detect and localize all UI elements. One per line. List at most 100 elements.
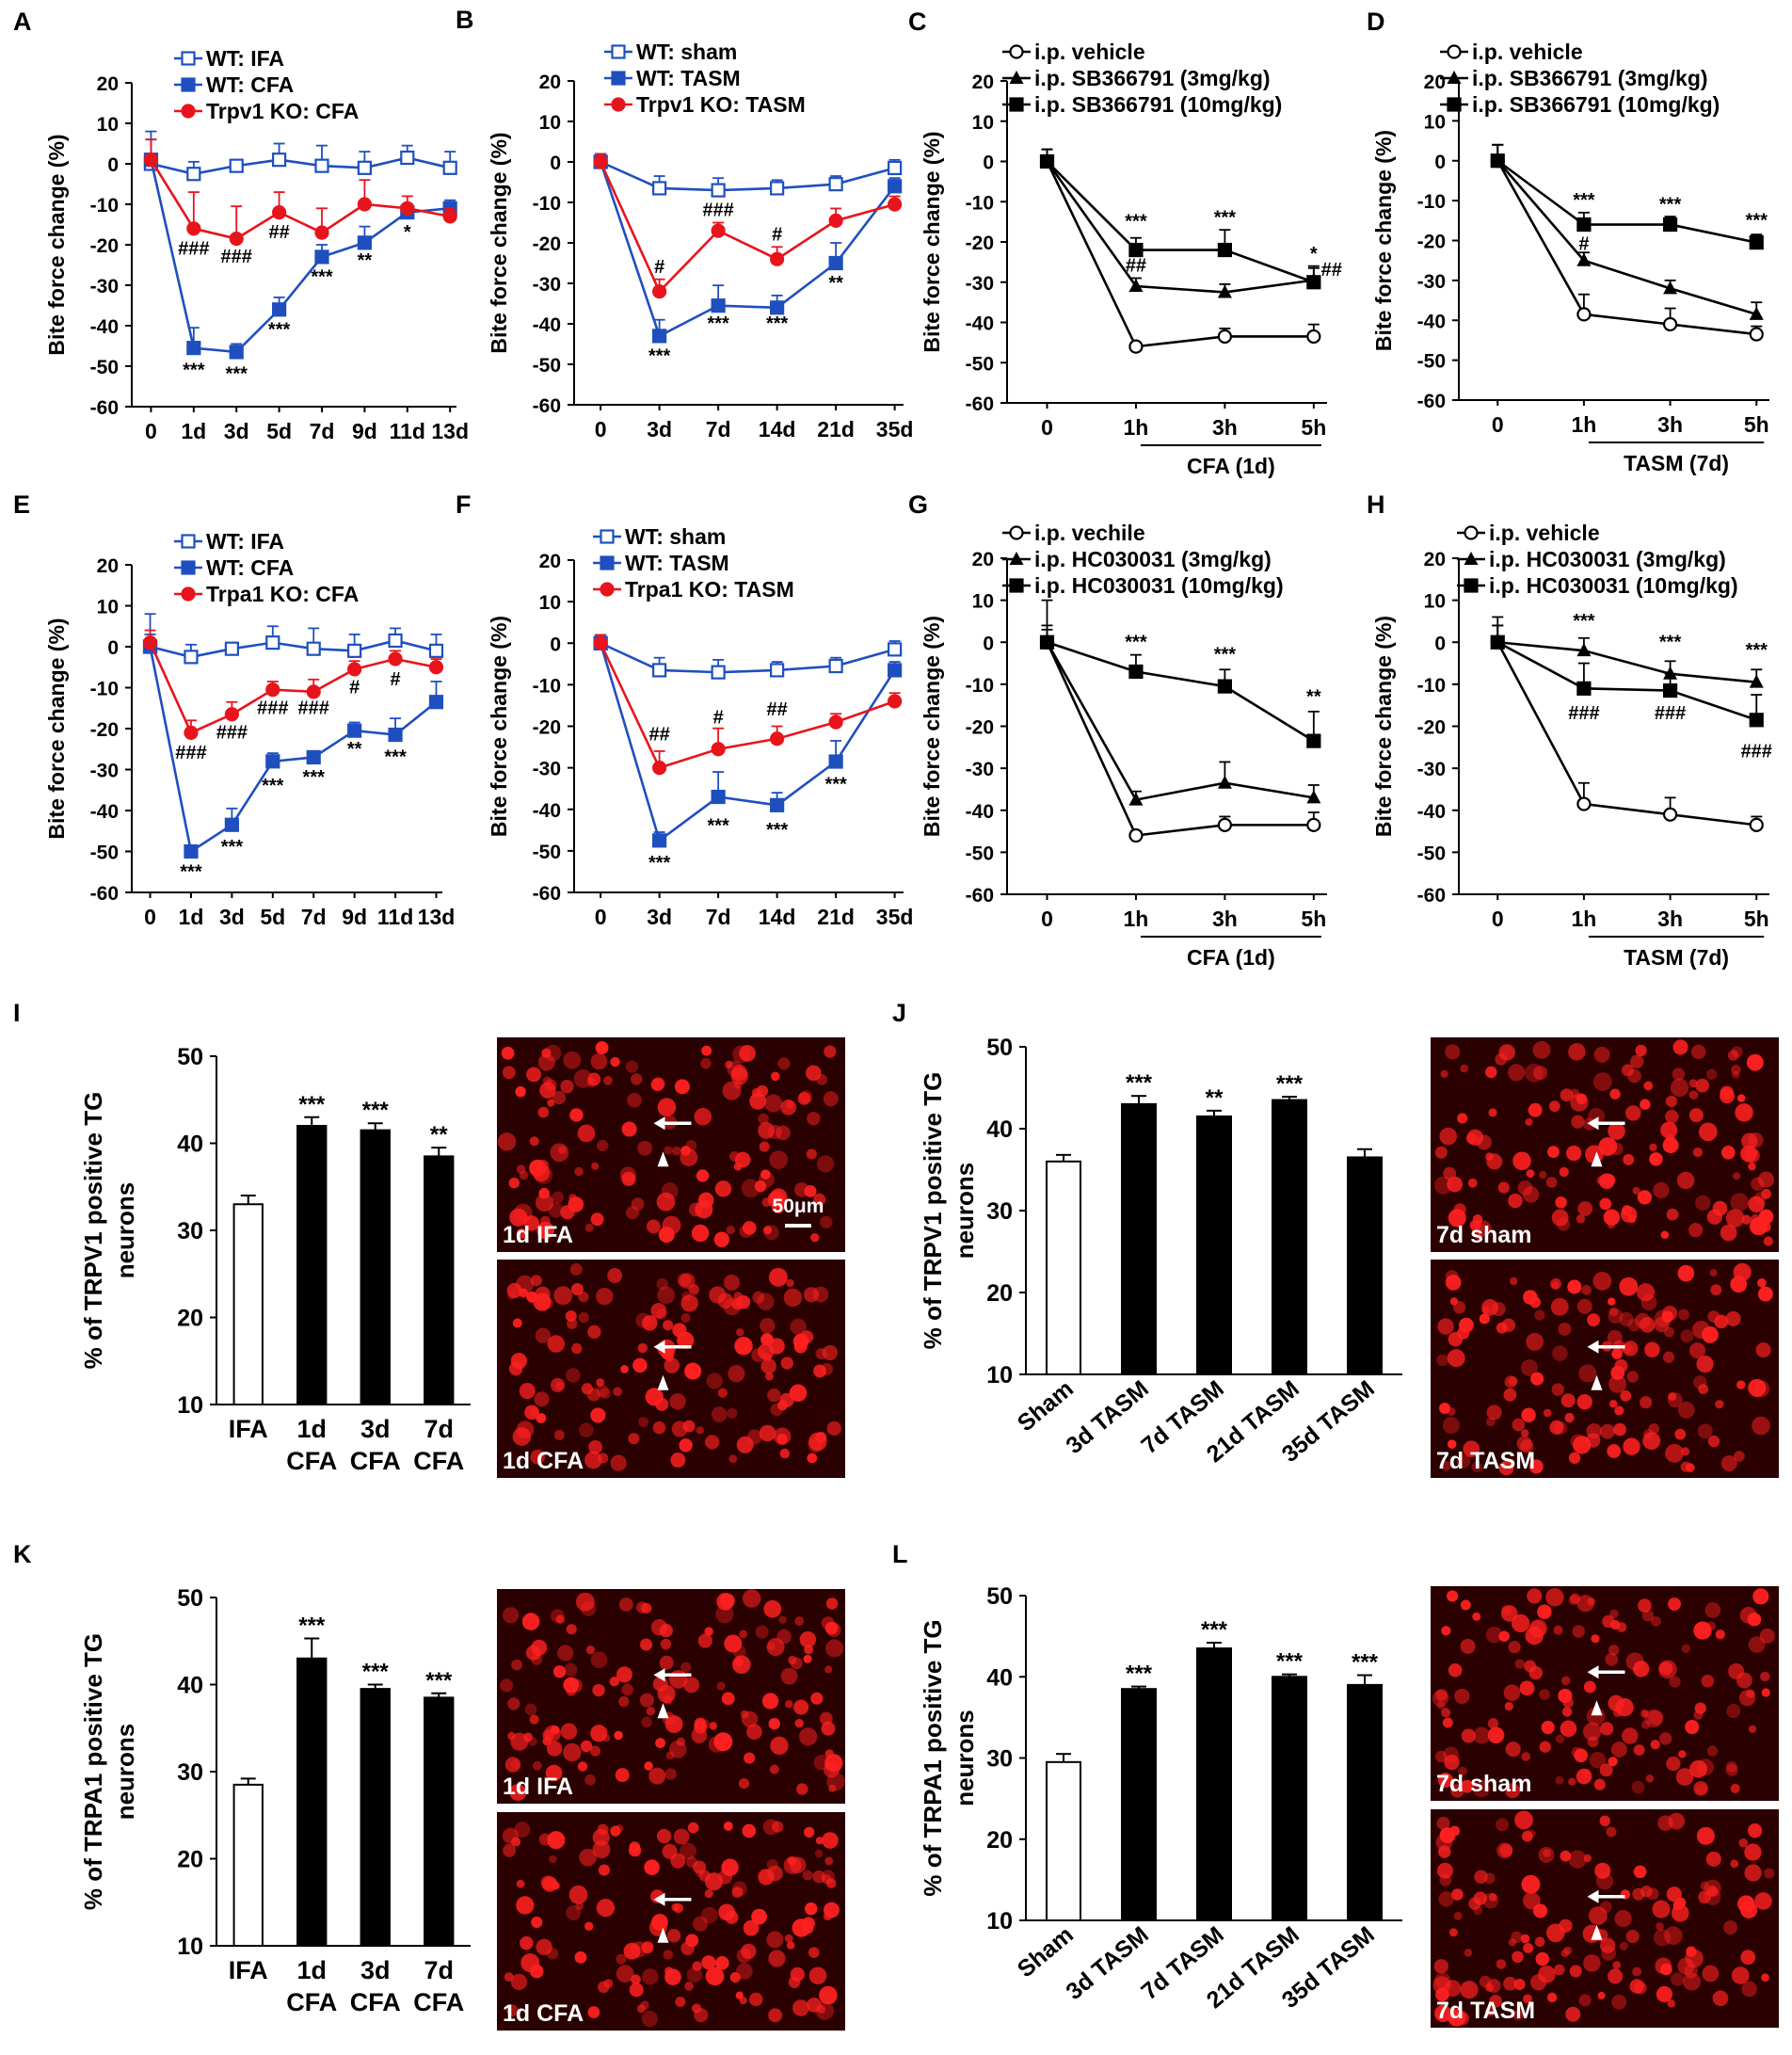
x-tick-label: 35d xyxy=(876,905,914,929)
significance-label: *** xyxy=(824,774,847,795)
data-point xyxy=(828,658,843,674)
neuron-cell xyxy=(564,1662,578,1677)
neuron-cell xyxy=(808,1432,827,1452)
panel-E: E 20 10 0 -10 -20 -30 -40 -50 -60 0 1d 3d 5d 7d 9d 11d 13… xyxy=(13,490,455,929)
legend-label: WT: sham xyxy=(636,40,737,64)
neuron-cell xyxy=(1695,1783,1707,1795)
neuron-cell xyxy=(821,1721,836,1736)
neuron-cell xyxy=(766,1637,785,1657)
neuron-cell xyxy=(591,1162,600,1170)
neuron-cell xyxy=(1750,1213,1761,1225)
y-tick-label: -40 xyxy=(966,801,994,823)
y-tick-label: -40 xyxy=(90,316,119,338)
data-point xyxy=(306,684,321,699)
significance-label: ### xyxy=(1568,703,1599,724)
neuron-cell xyxy=(693,1916,709,1932)
neuron-cell xyxy=(680,1146,691,1156)
neuron-cell xyxy=(1643,1081,1654,1091)
legend-label: i.p. vechile xyxy=(1034,521,1145,545)
neuron-cell xyxy=(1521,1752,1531,1761)
neuron-cell xyxy=(1560,1393,1576,1408)
neuron-cell xyxy=(1605,1652,1619,1666)
neuron-cell xyxy=(1568,1777,1576,1786)
neuron-cell xyxy=(1454,1688,1470,1705)
neuron-cell xyxy=(1592,1272,1612,1291)
significance-label: *** xyxy=(1125,632,1147,652)
data-point xyxy=(306,641,321,656)
neuron-cell xyxy=(1503,1684,1521,1701)
neuron-cell xyxy=(577,1124,596,1143)
neuron-cell xyxy=(1614,1405,1624,1416)
x-tick-label: 5d xyxy=(266,419,292,443)
neuron-cell xyxy=(1512,2010,1524,2021)
neuron-cell xyxy=(1706,1885,1719,1897)
data-point xyxy=(888,663,903,678)
neuron-cell xyxy=(657,1098,677,1117)
neuron-cell xyxy=(1677,1264,1695,1282)
neuron-cell xyxy=(700,1057,712,1069)
neuron-cell xyxy=(1674,1428,1687,1440)
neuron-cell xyxy=(563,1677,580,1694)
x-tick-label: 3h xyxy=(1212,415,1238,440)
neuron-cell xyxy=(735,1991,744,1999)
y-tick-label: 30 xyxy=(177,1759,203,1786)
neuron-cell xyxy=(1619,1311,1634,1327)
neuron-cell xyxy=(1505,1742,1521,1758)
significance-label: *** xyxy=(1276,1071,1304,1097)
neuron-cell xyxy=(1434,1750,1448,1763)
neuron-cell xyxy=(574,1166,584,1177)
data-point xyxy=(388,633,403,649)
data-point xyxy=(1576,307,1592,322)
neuron-cell xyxy=(1474,1870,1488,1884)
neuron-cell xyxy=(1582,1769,1591,1777)
y-tick-label: -40 xyxy=(90,801,119,823)
x-tick-label: 3h xyxy=(1657,412,1683,437)
neuron-cell xyxy=(1552,1345,1568,1361)
neuron-cell xyxy=(1576,1394,1592,1410)
neuron-cell xyxy=(728,1454,738,1464)
significance-label: ## xyxy=(649,724,670,745)
series-1 xyxy=(593,634,903,848)
neuron-cell xyxy=(1440,1069,1448,1078)
legend-marker xyxy=(1464,578,1479,593)
bar xyxy=(1347,1683,1383,1921)
neuron-cell xyxy=(603,1075,613,1085)
series-line xyxy=(1496,641,1757,722)
significance-label: ** xyxy=(347,739,362,760)
data-point xyxy=(1576,796,1592,811)
neuron-cell xyxy=(555,1382,564,1390)
neuron-cell xyxy=(1651,1615,1661,1627)
neuron-cell xyxy=(807,1112,821,1126)
neuron-cell xyxy=(1622,1064,1634,1077)
neuron-cell xyxy=(1553,1625,1563,1635)
neuron-cell xyxy=(1602,1174,1616,1187)
neuron-cell xyxy=(817,2004,826,2014)
neuron-cell xyxy=(546,1741,563,1757)
neuron-cell xyxy=(1561,1707,1573,1717)
neuron-cell xyxy=(638,1417,649,1428)
neuron-cell xyxy=(587,2006,600,2018)
neuron-cell xyxy=(1732,1070,1740,1079)
data-point xyxy=(828,255,843,271)
neuron-cell xyxy=(735,1328,744,1337)
data-point xyxy=(1662,316,1678,332)
bar xyxy=(1196,1115,1232,1375)
y-axis-label: Bite force change (%) xyxy=(487,132,511,353)
data-point xyxy=(388,651,403,666)
neuron-cell xyxy=(616,1965,634,1983)
neuron-cell xyxy=(1577,1201,1593,1216)
neuron-cell xyxy=(538,1833,552,1846)
legend-label: i.p. HC030031 (3mg/kg) xyxy=(1034,547,1272,571)
neuron-cell xyxy=(663,1320,674,1331)
data-point xyxy=(1217,775,1232,789)
neuron-cell xyxy=(742,1589,761,1608)
micrograph-label: 1d CFA xyxy=(503,1448,584,1474)
neuron-cell xyxy=(825,1597,839,1610)
group-label: TASM (7d) xyxy=(1624,945,1729,970)
neuron-cell xyxy=(529,1136,539,1147)
neuron-cell xyxy=(685,1934,699,1948)
neuron-cell xyxy=(1712,1990,1729,2007)
arrow-head-icon xyxy=(653,1116,665,1131)
series-0 xyxy=(143,130,457,182)
y-tick-label: 50 xyxy=(986,1035,1013,1061)
